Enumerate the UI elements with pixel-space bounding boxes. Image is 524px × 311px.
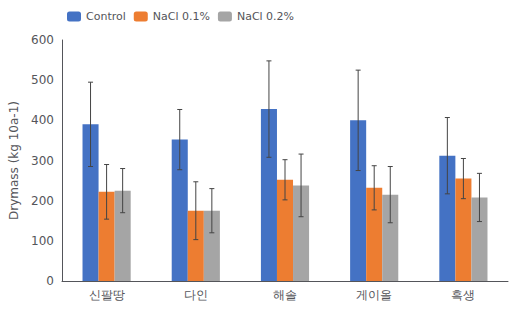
svg-text:100: 100 (31, 234, 54, 248)
svg-text:Drymass (kg 10a-1): Drymass (kg 10a-1) (7, 101, 21, 220)
svg-text:600: 600 (31, 33, 54, 47)
svg-text:400: 400 (31, 113, 54, 127)
svg-text:NaCl 0.2%: NaCl 0.2% (237, 10, 294, 23)
svg-text:신팔땅: 신팔땅 (89, 288, 125, 302)
svg-text:300: 300 (31, 154, 54, 168)
svg-text:다인: 다인 (184, 288, 208, 302)
svg-text:0: 0 (46, 274, 54, 288)
svg-text:Control: Control (86, 10, 126, 23)
svg-text:500: 500 (31, 73, 54, 87)
svg-text:해솔: 해솔 (273, 288, 297, 302)
svg-text:게이올: 게이올 (356, 288, 392, 302)
svg-text:200: 200 (31, 194, 54, 208)
svg-text:흑생: 흑생 (451, 288, 475, 302)
svg-text:NaCl 0.1%: NaCl 0.1% (153, 10, 210, 23)
